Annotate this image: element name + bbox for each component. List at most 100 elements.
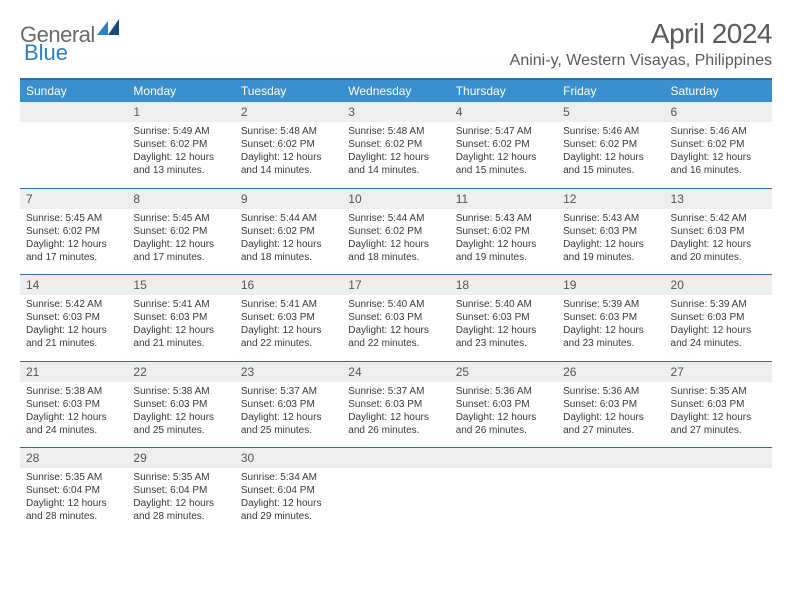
day-number [557,448,664,469]
sunset-text: Sunset: 6:03 PM [671,398,766,411]
day-cell: Sunrise: 5:43 AMSunset: 6:02 PMDaylight:… [450,209,557,275]
sunrise-text: Sunrise: 5:40 AM [456,298,551,311]
sunset-text: Sunset: 6:02 PM [348,138,443,151]
day-number: 25 [450,361,557,382]
logo-text-blue: Blue [24,40,68,66]
daylight-text: Daylight: 12 hours and 21 minutes. [133,324,228,350]
sunrise-text: Sunrise: 5:47 AM [456,125,551,138]
day-cell: Sunrise: 5:48 AMSunset: 6:02 PMDaylight:… [235,122,342,188]
daylight-text: Daylight: 12 hours and 29 minutes. [241,497,336,523]
sunset-text: Sunset: 6:03 PM [348,311,443,324]
dayhead-tue: Tuesday [235,79,342,102]
sunrise-text: Sunrise: 5:41 AM [133,298,228,311]
daylight-text: Daylight: 12 hours and 20 minutes. [671,238,766,264]
day-cell: Sunrise: 5:35 AMSunset: 6:04 PMDaylight:… [127,468,234,534]
day-cell: Sunrise: 5:47 AMSunset: 6:02 PMDaylight:… [450,122,557,188]
sunset-text: Sunset: 6:03 PM [563,398,658,411]
sunrise-text: Sunrise: 5:39 AM [671,298,766,311]
day-number: 17 [342,275,449,296]
day-number: 12 [557,188,664,209]
daylight-text: Daylight: 12 hours and 19 minutes. [456,238,551,264]
day-cell: Sunrise: 5:46 AMSunset: 6:02 PMDaylight:… [557,122,664,188]
content-row: Sunrise: 5:38 AMSunset: 6:03 PMDaylight:… [20,382,772,448]
day-cell [20,122,127,188]
daylight-text: Daylight: 12 hours and 13 minutes. [133,151,228,177]
daylight-text: Daylight: 12 hours and 16 minutes. [671,151,766,177]
sunrise-text: Sunrise: 5:41 AM [241,298,336,311]
sunrise-text: Sunrise: 5:34 AM [241,471,336,484]
day-number: 20 [665,275,772,296]
sunrise-text: Sunrise: 5:42 AM [671,212,766,225]
day-cell: Sunrise: 5:42 AMSunset: 6:03 PMDaylight:… [665,209,772,275]
sunrise-text: Sunrise: 5:49 AM [133,125,228,138]
sunset-text: Sunset: 6:04 PM [133,484,228,497]
content-row: Sunrise: 5:42 AMSunset: 6:03 PMDaylight:… [20,295,772,361]
sunset-text: Sunset: 6:03 PM [563,311,658,324]
day-number: 27 [665,361,772,382]
daylight-text: Daylight: 12 hours and 27 minutes. [671,411,766,437]
daylight-text: Daylight: 12 hours and 18 minutes. [348,238,443,264]
sunset-text: Sunset: 6:03 PM [133,311,228,324]
daynum-row: 14151617181920 [20,275,772,296]
daylight-text: Daylight: 12 hours and 17 minutes. [26,238,121,264]
day-number [450,448,557,469]
day-number: 29 [127,448,234,469]
daylight-text: Daylight: 12 hours and 19 minutes. [563,238,658,264]
sunrise-text: Sunrise: 5:37 AM [241,385,336,398]
daylight-text: Daylight: 12 hours and 23 minutes. [563,324,658,350]
day-number [665,448,772,469]
daynum-row: 123456 [20,102,772,122]
sunset-text: Sunset: 6:02 PM [563,138,658,151]
daylight-text: Daylight: 12 hours and 15 minutes. [563,151,658,177]
sunset-text: Sunset: 6:03 PM [241,398,336,411]
daynum-row: 282930 [20,448,772,469]
day-number: 4 [450,102,557,122]
sunrise-text: Sunrise: 5:44 AM [241,212,336,225]
daylight-text: Daylight: 12 hours and 28 minutes. [133,497,228,523]
day-cell: Sunrise: 5:46 AMSunset: 6:02 PMDaylight:… [665,122,772,188]
sunrise-text: Sunrise: 5:46 AM [671,125,766,138]
day-number: 11 [450,188,557,209]
sunset-text: Sunset: 6:03 PM [26,398,121,411]
sunset-text: Sunset: 6:03 PM [671,225,766,238]
day-cell: Sunrise: 5:45 AMSunset: 6:02 PMDaylight:… [20,209,127,275]
day-number: 30 [235,448,342,469]
daylight-text: Daylight: 12 hours and 23 minutes. [456,324,551,350]
day-number: 1 [127,102,234,122]
daylight-text: Daylight: 12 hours and 17 minutes. [133,238,228,264]
day-cell: Sunrise: 5:35 AMSunset: 6:04 PMDaylight:… [20,468,127,534]
sunset-text: Sunset: 6:03 PM [348,398,443,411]
daylight-text: Daylight: 12 hours and 24 minutes. [26,411,121,437]
sunset-text: Sunset: 6:04 PM [26,484,121,497]
day-cell: Sunrise: 5:34 AMSunset: 6:04 PMDaylight:… [235,468,342,534]
sunset-text: Sunset: 6:03 PM [241,311,336,324]
sunrise-text: Sunrise: 5:35 AM [671,385,766,398]
day-number: 16 [235,275,342,296]
day-number: 5 [557,102,664,122]
sunset-text: Sunset: 6:02 PM [133,138,228,151]
sunset-text: Sunset: 6:02 PM [348,225,443,238]
sunrise-text: Sunrise: 5:35 AM [26,471,121,484]
dayhead-sun: Sunday [20,79,127,102]
sunset-text: Sunset: 6:03 PM [456,311,551,324]
day-number: 2 [235,102,342,122]
sunrise-text: Sunrise: 5:36 AM [563,385,658,398]
day-number: 26 [557,361,664,382]
sunrise-text: Sunrise: 5:48 AM [348,125,443,138]
day-number: 9 [235,188,342,209]
day-cell: Sunrise: 5:48 AMSunset: 6:02 PMDaylight:… [342,122,449,188]
sunrise-text: Sunrise: 5:46 AM [563,125,658,138]
day-cell: Sunrise: 5:41 AMSunset: 6:03 PMDaylight:… [127,295,234,361]
day-cell: Sunrise: 5:39 AMSunset: 6:03 PMDaylight:… [665,295,772,361]
day-cell: Sunrise: 5:44 AMSunset: 6:02 PMDaylight:… [342,209,449,275]
daylight-text: Daylight: 12 hours and 15 minutes. [456,151,551,177]
sunrise-text: Sunrise: 5:38 AM [26,385,121,398]
day-cell: Sunrise: 5:36 AMSunset: 6:03 PMDaylight:… [450,382,557,448]
content-row: Sunrise: 5:45 AMSunset: 6:02 PMDaylight:… [20,209,772,275]
day-cell: Sunrise: 5:43 AMSunset: 6:03 PMDaylight:… [557,209,664,275]
day-number: 24 [342,361,449,382]
day-number [20,102,127,122]
sunset-text: Sunset: 6:03 PM [671,311,766,324]
day-cell: Sunrise: 5:39 AMSunset: 6:03 PMDaylight:… [557,295,664,361]
sunrise-text: Sunrise: 5:42 AM [26,298,121,311]
